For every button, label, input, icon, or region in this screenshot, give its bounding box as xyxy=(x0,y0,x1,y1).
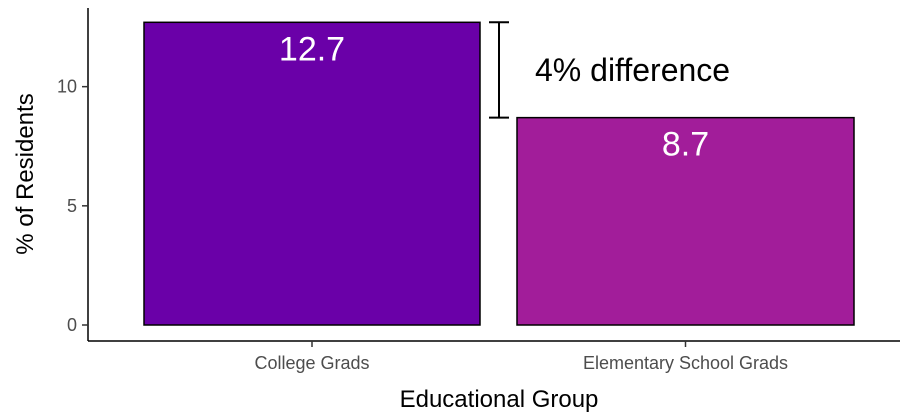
x-axis-title: Educational Group xyxy=(400,386,599,413)
y-axis-title: % of Residents xyxy=(12,93,39,254)
bar-1 xyxy=(516,116,855,326)
y-tick-label-0: 0 xyxy=(67,315,77,335)
y-ticks-layer: 0 5 10 xyxy=(57,77,88,335)
bar-value-label-0: 12.7 xyxy=(279,30,345,68)
data-labels-layer: 12.7 8.7 xyxy=(279,30,709,163)
y-tick-label-2: 10 xyxy=(57,77,77,97)
axes-layer xyxy=(87,8,900,342)
x-ticks-layer: College Grads Elementary School Grads xyxy=(254,341,788,373)
bar-0 xyxy=(143,21,481,326)
bar-value-label-1: 8.7 xyxy=(662,126,709,164)
difference-annotation: 4% difference xyxy=(489,21,730,119)
x-tick-label-0: College Grads xyxy=(254,353,369,373)
x-tick-label-1: Elementary School Grads xyxy=(583,353,788,373)
y-tick-label-1: 5 xyxy=(67,196,77,216)
bars-layer xyxy=(143,21,855,326)
difference-label: 4% difference xyxy=(535,52,730,88)
